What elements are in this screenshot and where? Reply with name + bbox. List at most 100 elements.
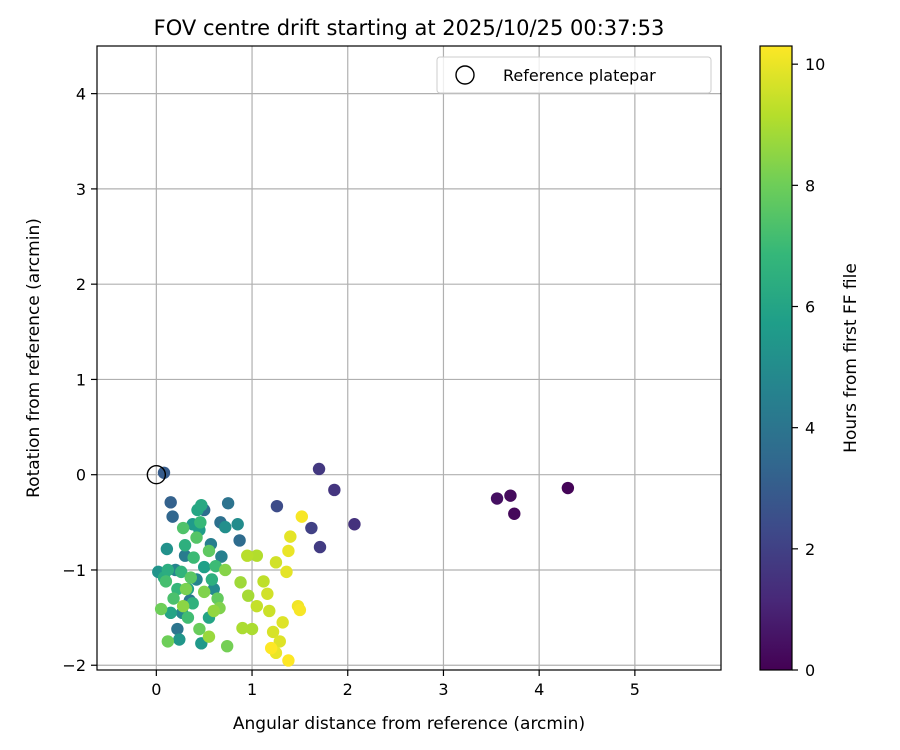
data-point	[161, 563, 175, 577]
data-point	[270, 499, 284, 513]
data-point	[269, 556, 283, 569]
data-point	[234, 576, 247, 589]
x-tick-label: 0	[151, 680, 161, 699]
data-point	[312, 462, 326, 476]
x-tick-label: 3	[438, 680, 448, 699]
colorbar-tick-label: 10	[805, 55, 825, 74]
colorbar-label: Hours from first FF file	[841, 263, 861, 453]
colorbar-tick-label: 6	[805, 298, 815, 317]
data-point	[266, 625, 280, 639]
x-tick-label: 4	[534, 680, 544, 699]
data-point	[508, 507, 521, 520]
data-point	[171, 622, 184, 636]
data-point	[236, 621, 249, 635]
data-point	[490, 492, 504, 505]
x-tick-label: 1	[247, 680, 257, 699]
data-point	[280, 565, 293, 579]
data-point	[293, 603, 307, 617]
legend: Reference platepar	[436, 56, 712, 94]
y-tick-label: 1	[76, 370, 86, 389]
data-point	[176, 521, 190, 535]
legend-marker-reference	[455, 65, 475, 85]
data-point	[242, 589, 255, 602]
data-point	[154, 602, 168, 616]
data-points	[146, 462, 575, 667]
data-point	[186, 597, 199, 610]
colorbar-tick-label: 4	[805, 419, 815, 438]
data-point	[273, 635, 286, 648]
data-point	[295, 510, 309, 523]
data-point	[179, 582, 193, 596]
data-point	[195, 498, 208, 512]
y-tick-label: 2	[76, 275, 86, 294]
x-axis-label: Angular distance from reference (arcmin)	[233, 714, 585, 734]
colorbar-tick-label: 2	[805, 540, 815, 559]
reference-point-marker	[146, 465, 167, 485]
y-tick-label: 4	[76, 85, 86, 104]
y-axis-label: Rotation from reference (arcmin)	[24, 218, 44, 498]
colorbar	[759, 45, 793, 671]
y-tick-label: −2	[62, 656, 86, 675]
data-point	[313, 540, 327, 554]
y-tick-label: −1	[62, 561, 86, 580]
data-point	[157, 466, 171, 479]
data-point	[190, 531, 203, 544]
data-point	[173, 633, 186, 646]
data-point	[284, 530, 297, 543]
data-point	[221, 497, 235, 510]
plot-frame	[96, 45, 722, 671]
data-point	[171, 582, 184, 596]
data-point	[167, 592, 180, 605]
data-point	[250, 549, 264, 562]
data-point	[233, 534, 246, 547]
data-point	[328, 483, 341, 497]
data-point	[276, 616, 289, 629]
data-point	[184, 571, 197, 584]
data-point	[176, 599, 190, 613]
data-point	[231, 518, 244, 531]
data-point	[261, 587, 274, 600]
data-point	[202, 544, 216, 558]
colorbar-tick-label: 8	[805, 176, 815, 195]
data-point	[160, 542, 174, 556]
data-point	[197, 585, 211, 599]
data-point	[175, 565, 188, 579]
data-point	[211, 592, 224, 605]
data-point	[561, 481, 575, 495]
data-point	[305, 521, 318, 535]
data-point	[215, 550, 228, 563]
data-point	[282, 654, 295, 667]
data-point	[197, 560, 211, 574]
data-point	[187, 551, 200, 564]
data-point	[205, 573, 219, 586]
data-point	[207, 582, 220, 596]
data-point	[181, 611, 195, 624]
data-point	[250, 599, 264, 613]
data-point	[159, 575, 173, 588]
data-point	[220, 639, 234, 653]
chart-title: FOV centre drift starting at 2025/10/25 …	[154, 16, 665, 40]
data-point	[219, 563, 232, 577]
grid-lines	[97, 46, 721, 670]
data-point	[202, 630, 216, 643]
y-axis-ticks: −2 −1 0 1 2 3 4	[62, 85, 97, 675]
data-point	[207, 604, 220, 618]
data-point	[164, 496, 177, 509]
data-point	[282, 544, 295, 558]
data-point	[194, 516, 207, 529]
data-point	[264, 641, 278, 655]
colorbar-tick-label: 0	[805, 661, 815, 680]
data-point	[257, 575, 270, 588]
x-axis-ticks: 0 1 2 3 4 5	[151, 670, 640, 699]
data-point	[241, 549, 254, 562]
data-point	[348, 518, 361, 531]
legend-label-reference: Reference platepar	[503, 66, 656, 85]
data-point	[209, 559, 222, 573]
y-tick-label: 3	[76, 180, 86, 199]
data-point	[178, 539, 192, 552]
data-point	[193, 622, 206, 636]
data-point	[164, 606, 177, 620]
y-tick-label: 0	[76, 466, 86, 485]
colorbar-ticks: 0 2 4 6 8 10	[792, 55, 825, 680]
